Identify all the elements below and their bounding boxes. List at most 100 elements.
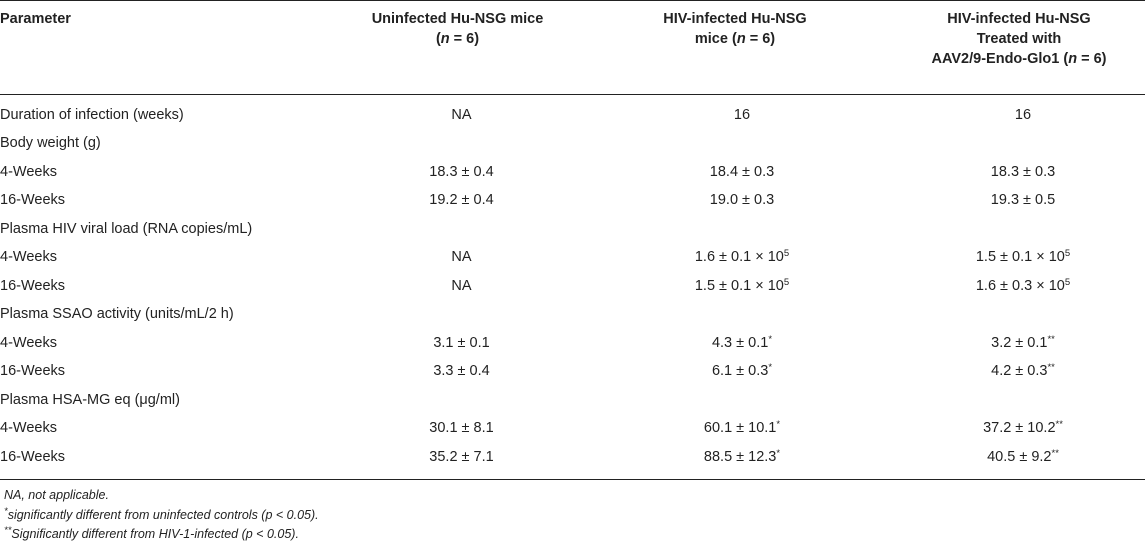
cell-hiv-treated: 40.5 ± 9.2** — [885, 443, 1145, 472]
row-label: Plasma SSAO activity (units/mL/2 h) — [0, 300, 330, 329]
cell-uninfected-value: 18.3 ± 0.4 — [429, 163, 494, 180]
row-label-value: Duration of infection (weeks) — [0, 106, 184, 123]
cell-hiv-infected-value: 1.5 ± 0.1 × 10 — [694, 277, 784, 294]
header-treated-pre: AAV2/9-Endo-Glo1 ( — [931, 51, 1069, 67]
row-label: Duration of infection (weeks) — [0, 94, 330, 129]
cell-hiv-infected — [585, 300, 885, 329]
cell-hiv-infected-value: 16 — [733, 106, 751, 123]
footnote-star-text: significantly different from uninfected … — [7, 507, 319, 522]
row-label: 4-Weeks — [0, 243, 330, 272]
cell-hiv-infected-superscript: 5 — [783, 276, 790, 288]
cell-hiv-infected — [585, 129, 885, 158]
cell-uninfected — [330, 215, 585, 244]
cell-hiv-infected-superscript: 5 — [783, 248, 790, 260]
cell-hiv-infected-value: 19.0 ± 0.3 — [709, 192, 775, 209]
row-label-value: Plasma HIV viral load (RNA copies/mL) — [0, 220, 253, 237]
top-rule — [0, 0, 1145, 1]
cell-hiv-treated-value: 18.3 ± 0.3 — [990, 163, 1056, 180]
header-hiv-treated: HIV-infected Hu-NSG Treated with AAV2/9-… — [885, 0, 1145, 94]
table-row: 4-Weeks 30.1 ± 8.1 60.1 ± 10.1* 37.2 ± 10.2… — [0, 414, 1145, 443]
cell-uninfected: 19.2 ± 0.4 — [330, 186, 585, 215]
cell-uninfected-value: NA — [451, 249, 472, 266]
cell-hiv-treated: 16 — [885, 94, 1145, 129]
row-label-value: 16-Weeks — [0, 192, 66, 209]
header-parameter: Parameter — [0, 0, 330, 94]
header-row: Parameter Uninfected Hu-NSG mice (n = 6)… — [0, 0, 1145, 94]
footnote-na: NA, not applicable. — [4, 488, 109, 502]
cell-hiv-treated-value: 4.2 ± 0.3 — [991, 363, 1048, 380]
cell-hiv-treated: 19.3 ± 0.5 — [885, 186, 1145, 215]
cell-uninfected: 18.3 ± 0.4 — [330, 158, 585, 187]
header-rule — [0, 94, 1145, 95]
header-hiv-pre: mice ( — [694, 31, 737, 47]
row-label-value: 16-Weeks — [0, 277, 66, 294]
row-label-value: Plasma HSA-MG eq (μg/ml) — [0, 391, 180, 408]
header-treated-line2: Treated with — [976, 31, 1062, 47]
cell-hiv-treated: 18.3 ± 0.3 — [885, 158, 1145, 187]
cell-hiv-treated-value: 1.6 ± 0.3 × 10 — [975, 277, 1065, 294]
cell-hiv-infected: 4.3 ± 0.1* — [585, 329, 885, 358]
cell-uninfected: 35.2 ± 7.1 — [330, 443, 585, 472]
header-hiv-post: = 6) — [745, 31, 776, 47]
cell-hiv-treated-superscript: 5 — [1064, 248, 1071, 260]
row-label: 16-Weeks — [0, 186, 330, 215]
bottom-rule — [0, 479, 1145, 480]
cell-uninfected — [330, 300, 585, 329]
cell-hiv-infected — [585, 386, 885, 415]
header-treated-n: n — [1068, 51, 1078, 67]
table-row: 16-Weeks 3.3 ± 0.4 6.1 ± 0.3* 4.2 ± 0.3** — [0, 357, 1145, 386]
cell-uninfected-value: NA — [451, 106, 472, 123]
cell-hiv-infected-value: 1.6 ± 0.1 × 10 — [694, 249, 784, 266]
cell-uninfected — [330, 386, 585, 415]
row-label-value: Body weight (g) — [0, 135, 101, 152]
row-label-value: 4-Weeks — [0, 420, 57, 437]
cell-hiv-treated-value: 37.2 ± 10.2 — [983, 420, 1056, 437]
row-label: 4-Weeks — [0, 329, 330, 358]
cell-uninfected-value: 35.2 ± 7.1 — [429, 448, 494, 465]
row-label: 16-Weeks — [0, 443, 330, 472]
cell-hiv-infected: 16 — [585, 94, 885, 129]
cell-hiv-infected: 88.5 ± 12.3* — [585, 443, 885, 472]
cell-hiv-treated-value: 1.5 ± 0.1 × 10 — [975, 249, 1065, 266]
cell-uninfected: NA — [330, 94, 585, 129]
cell-hiv-treated-superscript: ** — [1055, 419, 1063, 431]
footnote-double-star-mark: ** — [4, 525, 12, 536]
cell-uninfected: 3.3 ± 0.4 — [330, 357, 585, 386]
cell-hiv-treated-value: 19.3 ± 0.5 — [990, 192, 1056, 209]
cell-hiv-treated — [885, 215, 1145, 244]
header-uninfected-line1: Uninfected Hu-NSG mice — [371, 11, 544, 27]
cell-hiv-treated: 1.5 ± 0.1 × 105 — [885, 243, 1145, 272]
header-hiv-infected: HIV-infected Hu-NSG mice (n = 6) — [585, 0, 885, 94]
cell-hiv-infected-value: 6.1 ± 0.3 — [711, 363, 769, 380]
row-label: Plasma HIV viral load (RNA copies/mL) — [0, 215, 330, 244]
cell-hiv-infected-value: 18.4 ± 0.3 — [709, 163, 775, 180]
cell-hiv-treated-value: 3.2 ± 0.1 — [991, 334, 1048, 351]
table-row: Plasma HIV viral load (RNA copies/mL) — [0, 215, 1145, 244]
cell-hiv-treated: 3.2 ± 0.1** — [885, 329, 1145, 358]
footnote-double-star: **Significantly different from HIV-1-inf… — [4, 525, 319, 545]
cell-hiv-treated: 37.2 ± 10.2** — [885, 414, 1145, 443]
cell-hiv-infected: 18.4 ± 0.3 — [585, 158, 885, 187]
cell-hiv-treated: 1.6 ± 0.3 × 105 — [885, 272, 1145, 301]
cell-hiv-treated-superscript: ** — [1047, 333, 1055, 345]
table-row: Plasma HSA-MG eq (μg/ml) — [0, 386, 1145, 415]
header-hiv-n: n — [736, 31, 746, 47]
cell-hiv-infected-value: 60.1 ± 10.1 — [703, 420, 777, 437]
cell-hiv-treated — [885, 386, 1145, 415]
table-row: Duration of infection (weeks) NA 16 16 — [0, 94, 1145, 129]
row-label: 4-Weeks — [0, 158, 330, 187]
cell-uninfected-value: 3.3 ± 0.4 — [433, 363, 490, 380]
cell-uninfected: NA — [330, 272, 585, 301]
cell-hiv-infected: 6.1 ± 0.3* — [585, 357, 885, 386]
header-treated-post: = 6) — [1077, 51, 1107, 67]
row-label-value: 16-Weeks — [0, 363, 66, 380]
cell-hiv-treated-value: 40.5 ± 9.2 — [987, 448, 1052, 465]
cell-hiv-infected: 60.1 ± 10.1* — [585, 414, 885, 443]
footnote-star: *significantly different from uninfected… — [4, 506, 319, 526]
data-table: Parameter Uninfected Hu-NSG mice (n = 6)… — [0, 0, 1145, 472]
cell-hiv-infected-superscript: * — [768, 333, 773, 345]
cell-hiv-treated-superscript: 5 — [1064, 276, 1071, 288]
cell-uninfected — [330, 129, 585, 158]
header-uninfected: Uninfected Hu-NSG mice (n = 6) — [330, 0, 585, 94]
